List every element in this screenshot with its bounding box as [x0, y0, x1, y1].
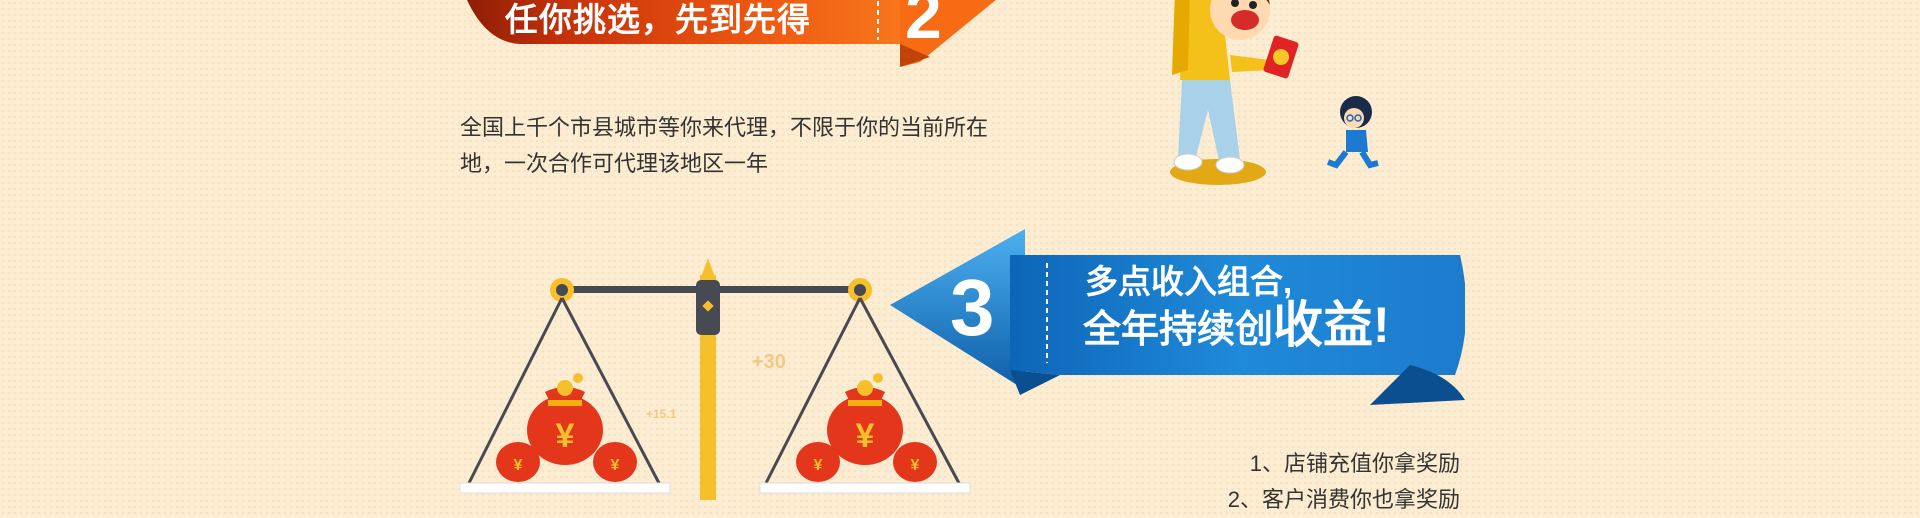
banner-2-ribbon: [467, 0, 996, 67]
left-small-bag-yen-2: ¥: [611, 457, 620, 474]
balance-scale-illustration: ¥ ¥ ¥ ¥ ¥ ¥ +30 +15.1: [460, 258, 971, 500]
running-figures-illustration: [1170, 0, 1379, 185]
banner-3-title-line1: 多点收入组合,: [1085, 263, 1293, 300]
banner-3-title-highlight: 收益: [1273, 297, 1374, 353]
section-3-list: 1、店铺充值你拿奖励 2、客户消费你也拿奖励: [1228, 446, 1460, 518]
list-item: 2、客户消费你也拿奖励: [1227, 487, 1460, 512]
banner-3-title-line2: 全年持续创收益!: [1083, 300, 1390, 355]
scale-label-plus30: +30: [752, 351, 786, 373]
banner-3-title-prefix: 全年持续创: [1083, 309, 1274, 351]
banner-2-number: 2: [905, 0, 942, 52]
right-bag-yen: ¥: [856, 417, 875, 455]
right-small-bag-yen-2: ¥: [911, 457, 920, 474]
list-item: 1、店铺充值你拿奖励: [1249, 451, 1460, 476]
right-small-bag-yen-1: ¥: [814, 457, 823, 474]
scale-label-plus15: +15.1: [646, 407, 677, 421]
left-bag-yen: ¥: [556, 417, 575, 455]
section-2-description: 全国上千个市县城市等你来代理，不限于你的当前所在地，一次合作可代理该地区一年: [460, 115, 989, 176]
banner-2-title: 任你挑选，先到先得: [505, 1, 811, 38]
left-small-bag-yen-1: ¥: [514, 457, 523, 474]
banner-3-ribbon: [890, 229, 1465, 405]
banner-3-number: 3: [950, 263, 995, 352]
banner-3-title-suffix: !: [1373, 297, 1390, 353]
